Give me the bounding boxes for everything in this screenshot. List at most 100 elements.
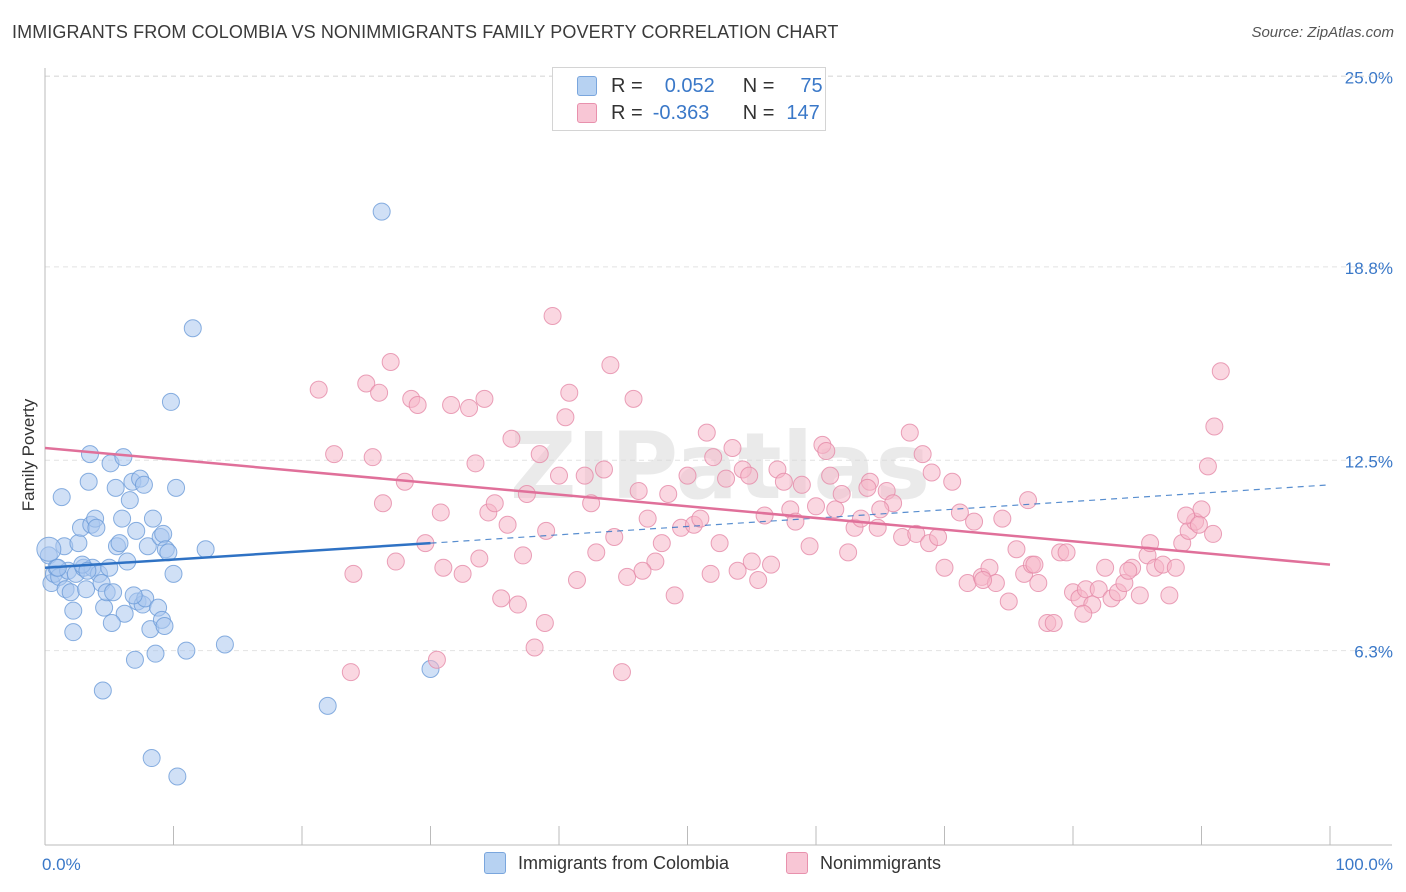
data-point xyxy=(1204,524,1223,543)
data-point xyxy=(749,570,768,589)
data-point xyxy=(907,524,926,543)
data-point xyxy=(64,623,83,642)
blue-swatch-icon xyxy=(484,852,506,874)
blue-swatch-icon xyxy=(577,76,597,96)
legend-r-value: 0.052 xyxy=(664,74,715,97)
data-point xyxy=(104,583,123,602)
data-point xyxy=(1044,613,1063,632)
data-point xyxy=(381,353,400,372)
data-point xyxy=(525,638,544,657)
data-point xyxy=(1074,604,1093,623)
data-point xyxy=(535,613,554,632)
y-axis-label: Family Poverty xyxy=(19,398,38,511)
chart-title: IMMIGRANTS FROM COLOMBIA VS NONIMMIGRANT… xyxy=(12,22,839,42)
data-point xyxy=(1096,558,1115,577)
x-tick-label: 0.0% xyxy=(42,855,81,874)
y-tick-label: 18.8% xyxy=(1345,259,1393,278)
legend-row-colombia: R = 0.052 N = 75 xyxy=(577,74,823,98)
data-point xyxy=(1089,580,1108,599)
data-point xyxy=(52,488,71,507)
y-tick-label: 12.5% xyxy=(1345,452,1393,471)
data-point xyxy=(485,494,504,513)
data-point xyxy=(77,580,96,599)
data-point xyxy=(762,555,781,574)
data-point xyxy=(143,509,162,528)
data-point xyxy=(431,503,450,522)
data-point xyxy=(87,518,106,537)
data-point xyxy=(1160,586,1179,605)
data-point xyxy=(633,561,652,580)
data-point xyxy=(318,696,337,715)
data-point xyxy=(125,650,144,669)
data-point xyxy=(161,392,180,411)
data-point xyxy=(723,438,742,457)
bottom-legend-label: Immigrants from Colombia xyxy=(518,852,730,873)
data-point xyxy=(309,380,328,399)
data-point xyxy=(774,472,793,491)
data-point xyxy=(543,306,562,325)
data-point xyxy=(146,644,165,663)
data-point xyxy=(106,478,125,497)
data-point xyxy=(498,515,517,534)
data-point xyxy=(624,389,643,408)
data-point xyxy=(575,466,594,485)
y-tick-label: 25.0% xyxy=(1345,69,1393,88)
data-point xyxy=(102,613,121,632)
data-point xyxy=(826,500,845,519)
data-point xyxy=(370,383,389,402)
data-point xyxy=(470,549,489,568)
trend-line-colombia-extension xyxy=(430,484,1331,544)
bottom-legend-label: Nonimmigrants xyxy=(820,852,942,873)
data-point xyxy=(1019,491,1038,510)
data-point xyxy=(183,319,202,338)
data-point xyxy=(341,663,360,682)
data-point xyxy=(755,506,774,525)
data-point xyxy=(386,552,405,571)
data-point xyxy=(427,650,446,669)
series-colombia xyxy=(39,202,440,786)
data-point xyxy=(900,423,919,442)
data-point xyxy=(1177,506,1196,525)
data-point xyxy=(935,558,954,577)
data-point xyxy=(1189,515,1208,534)
data-point xyxy=(124,586,143,605)
legend-r-label: R = xyxy=(611,74,643,97)
data-point xyxy=(460,399,479,418)
data-point xyxy=(652,534,671,553)
data-point xyxy=(587,543,606,562)
data-point xyxy=(567,570,586,589)
data-point xyxy=(800,537,819,556)
data-point xyxy=(601,356,620,375)
data-point xyxy=(717,469,736,488)
legend-r-label: R = xyxy=(611,101,643,124)
data-point xyxy=(943,472,962,491)
data-point xyxy=(740,466,759,485)
data-point xyxy=(678,466,697,485)
data-point xyxy=(839,543,858,562)
data-point xyxy=(858,478,877,497)
data-point xyxy=(618,567,637,586)
data-point xyxy=(155,617,174,636)
data-point xyxy=(537,521,556,540)
data-point xyxy=(832,485,851,504)
data-point xyxy=(922,463,941,482)
data-point xyxy=(325,445,344,464)
data-point xyxy=(492,589,511,608)
data-point xyxy=(115,604,134,623)
data-point xyxy=(742,552,761,571)
data-point xyxy=(372,202,391,221)
y-tick-label: 6.3% xyxy=(1354,643,1393,662)
data-point xyxy=(357,374,376,393)
data-point xyxy=(113,509,132,528)
data-point xyxy=(594,460,613,479)
data-point xyxy=(646,552,665,571)
data-point xyxy=(999,592,1018,611)
data-point xyxy=(79,472,98,491)
data-point xyxy=(913,445,932,464)
data-point xyxy=(807,497,825,516)
data-point xyxy=(1007,540,1026,559)
data-point xyxy=(408,395,427,414)
data-point xyxy=(710,534,729,553)
bottom-legend-nonimmigrants: Nonimmigrants xyxy=(786,852,941,874)
